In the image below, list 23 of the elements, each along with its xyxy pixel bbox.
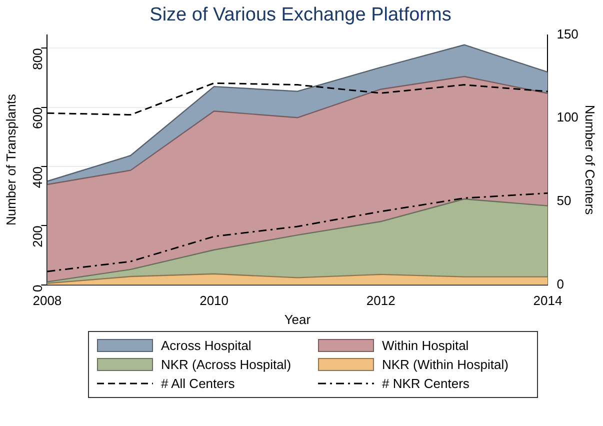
y-tick-label: 200 — [30, 226, 45, 248]
legend-label: Across Hospital — [161, 338, 252, 353]
x-tick-label: 2008 — [32, 293, 62, 308]
legend-label: NKR (Across Hospital) — [161, 357, 292, 372]
y-axis-title: Number of Transplants — [3, 94, 18, 226]
legend-label: # All Centers — [161, 376, 235, 391]
y2-tick-label: 50 — [556, 193, 572, 208]
y-tick-label: 0 — [30, 284, 45, 292]
y2-tick-label: 150 — [556, 26, 578, 42]
y-tick-label: 800 — [30, 48, 45, 70]
chart-title: Size of Various Exchange Platforms — [150, 4, 452, 26]
y2-tick-label: 0 — [556, 276, 564, 292]
y2-tick-label: 100 — [556, 110, 578, 125]
x-tick-label: 2012 — [366, 293, 396, 308]
y-tick-label: 400 — [30, 166, 45, 188]
y-tick-label: 600 — [30, 107, 45, 129]
y2-axis-title: Number of Centers — [582, 104, 598, 216]
x-tick-label: 2010 — [200, 293, 228, 308]
legend-label: # NKR Centers — [382, 376, 470, 391]
x-axis-title: Year — [284, 312, 312, 327]
legend-label: Within Hospital — [382, 338, 469, 353]
x-tick-label: 2014 — [533, 293, 562, 308]
legend-label: NKR (Within Hospital) — [382, 357, 508, 372]
